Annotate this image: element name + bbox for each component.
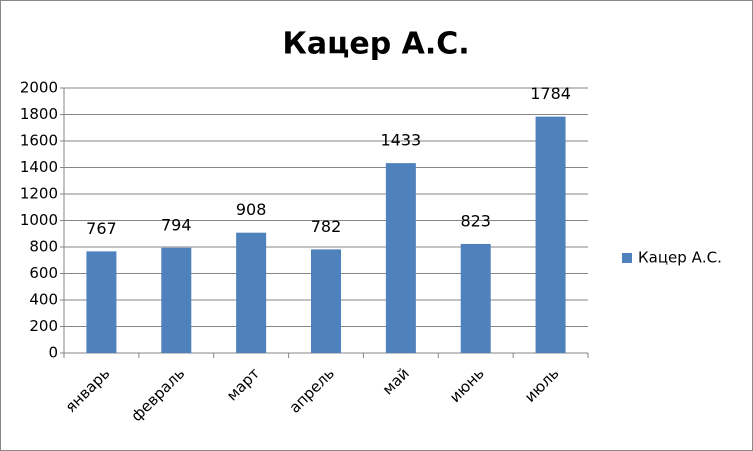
legend-label: Кацер А.С. [638, 249, 722, 267]
y-tick-label: 200 [29, 317, 58, 335]
bar [535, 116, 566, 354]
y-tick-label: 1800 [20, 105, 58, 123]
y-tick-label: 800 [29, 238, 58, 256]
y-tick-label: 1400 [20, 158, 58, 176]
y-tick-label: 1200 [20, 185, 58, 203]
data-label: 767 [86, 219, 117, 238]
bar [161, 247, 192, 353]
bar [460, 243, 491, 353]
y-tick-label: 0 [48, 344, 58, 362]
data-label: 908 [236, 200, 267, 219]
y-tick-label: 600 [29, 264, 58, 282]
y-tick-label: 2000 [20, 79, 58, 97]
data-label: 782 [311, 217, 342, 236]
bar [86, 251, 117, 353]
data-label: 1433 [380, 131, 421, 150]
legend-swatch [622, 253, 632, 263]
data-label: 1784 [530, 84, 571, 103]
bar [311, 249, 341, 353]
y-tick-label: 1600 [20, 132, 58, 150]
y-tick-label: 1000 [20, 211, 58, 229]
data-label: 794 [161, 215, 192, 234]
chart-title: Кацер А.С. [282, 27, 469, 62]
bar [385, 163, 416, 353]
bar [236, 232, 267, 353]
data-label: 823 [460, 211, 491, 230]
y-tick-label: 400 [29, 291, 58, 309]
